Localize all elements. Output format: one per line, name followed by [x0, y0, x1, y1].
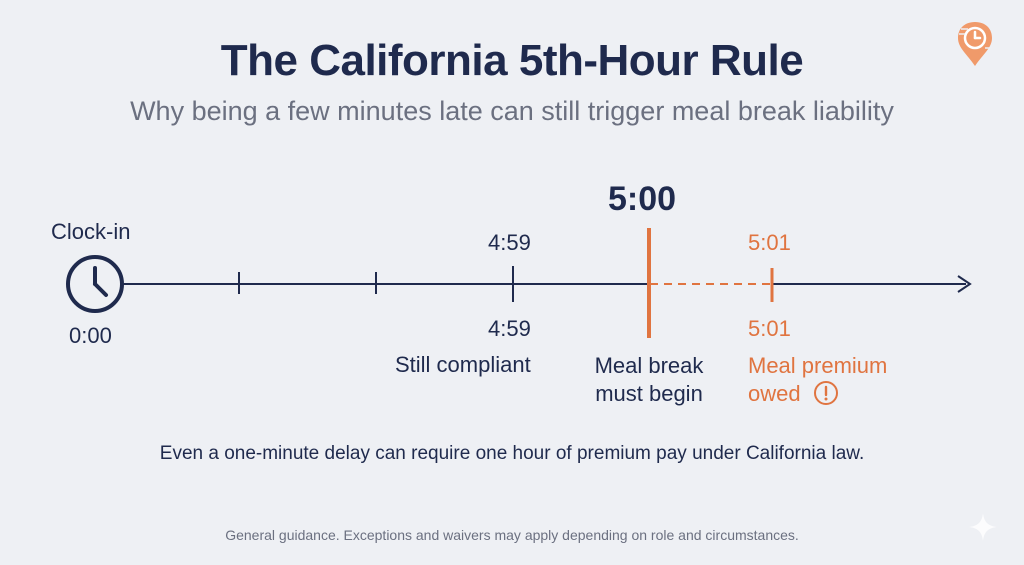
page-subtitle: Why being a few minutes late can still t… — [130, 96, 894, 126]
timeline-arrowhead — [957, 275, 972, 293]
late-caption-line1: Meal premium — [748, 353, 888, 378]
logo-icon — [958, 22, 992, 66]
deadline-caption-line2: must begin — [595, 381, 703, 406]
start-time-label: 0:00 — [69, 323, 112, 348]
late-time-top: 5:01 — [748, 230, 791, 255]
late-caption-line2: owed — [748, 380, 887, 408]
late-caption: Meal premium owed — [748, 352, 887, 408]
page-title: The California 5th-Hour Rule — [220, 36, 804, 85]
sparkle-icon — [969, 513, 997, 541]
compliant-caption: Still compliant — [395, 352, 531, 377]
compliant-time-bottom: 4:59 — [488, 316, 531, 341]
summary-note: Even a one-minute delay can require one … — [159, 443, 865, 464]
late-caption-owed: owed — [748, 381, 801, 406]
clock-in-label: Clock-in — [51, 219, 131, 244]
late-time-bottom: 5:01 — [748, 316, 791, 341]
compliant-time-top: 4:59 — [488, 230, 531, 255]
disclaimer: General guidance. Exceptions and waivers… — [225, 527, 799, 543]
alert-icon — [813, 381, 838, 405]
deadline-caption: Meal break must begin — [577, 352, 721, 408]
deadline-caption-line1: Meal break — [594, 353, 704, 378]
clock-icon — [66, 255, 124, 313]
deadline-time: 5:00 — [608, 180, 677, 218]
